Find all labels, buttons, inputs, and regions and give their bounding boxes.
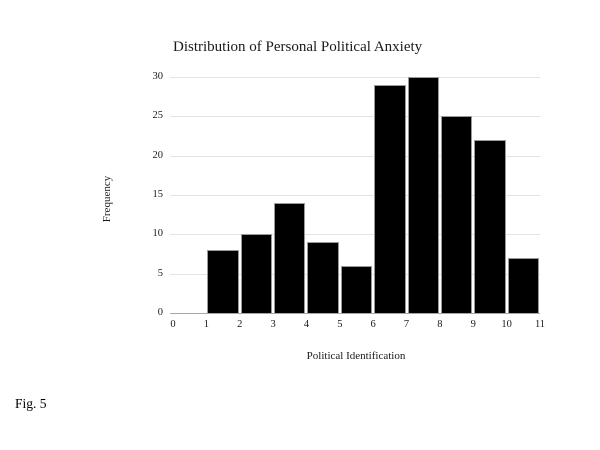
figure-caption: Fig. 5 (15, 396, 47, 411)
bar-bin-7-8 (407, 77, 439, 313)
x-tick-label-2: 2 (237, 319, 243, 330)
bar-bin-9-10 (474, 139, 506, 313)
x-tick-label-1: 1 (203, 319, 209, 330)
x-axis-line (170, 313, 540, 314)
bar-bin-4-5 (307, 242, 339, 313)
y-axis-label: Frequency (101, 175, 113, 223)
x-tick-label-4: 4 (303, 319, 310, 330)
bar-bin-1-2 (207, 250, 239, 313)
bar-bin-8-9 (440, 116, 473, 313)
x-tick-label-0: 0 (170, 319, 176, 330)
gridline-y-25 (170, 116, 540, 118)
bar-bin-5-6 (340, 265, 373, 313)
y-tick-label-20: 20 (152, 149, 164, 161)
y-tick-label-25: 25 (152, 110, 164, 122)
gridline-y-10 (170, 234, 540, 236)
chart-title: Distribution of Personal Political Anxie… (173, 39, 423, 55)
y-tick-label-10: 10 (152, 228, 164, 240)
x-tick-label-7: 7 (403, 319, 410, 330)
x-axis-label: Political Identification (306, 350, 406, 362)
x-tick-label-6: 6 (370, 319, 376, 330)
x-tick-label-8: 8 (437, 319, 443, 330)
bar-bin-2-3 (240, 234, 273, 313)
bar-bin-3-4 (274, 202, 306, 313)
x-tick-label-11: 11 (534, 319, 546, 330)
y-tick-label-0: 0 (157, 307, 163, 318)
x-tick-label-10: 10 (501, 319, 512, 330)
x-tick-label-3: 3 (270, 319, 276, 330)
y-tick-label-30: 30 (152, 71, 164, 82)
x-tick-label-9: 9 (470, 319, 476, 330)
x-tick-label-5: 5 (337, 319, 343, 330)
gridline-y-20 (170, 155, 540, 157)
y-tick-label-5: 5 (157, 267, 163, 279)
gridline-y-15 (170, 195, 540, 196)
bar-bin-10-11 (507, 257, 539, 313)
bar-bin-6-7 (374, 84, 406, 313)
y-tick-label-15: 15 (152, 189, 164, 200)
gridline-y-30 (170, 77, 540, 78)
